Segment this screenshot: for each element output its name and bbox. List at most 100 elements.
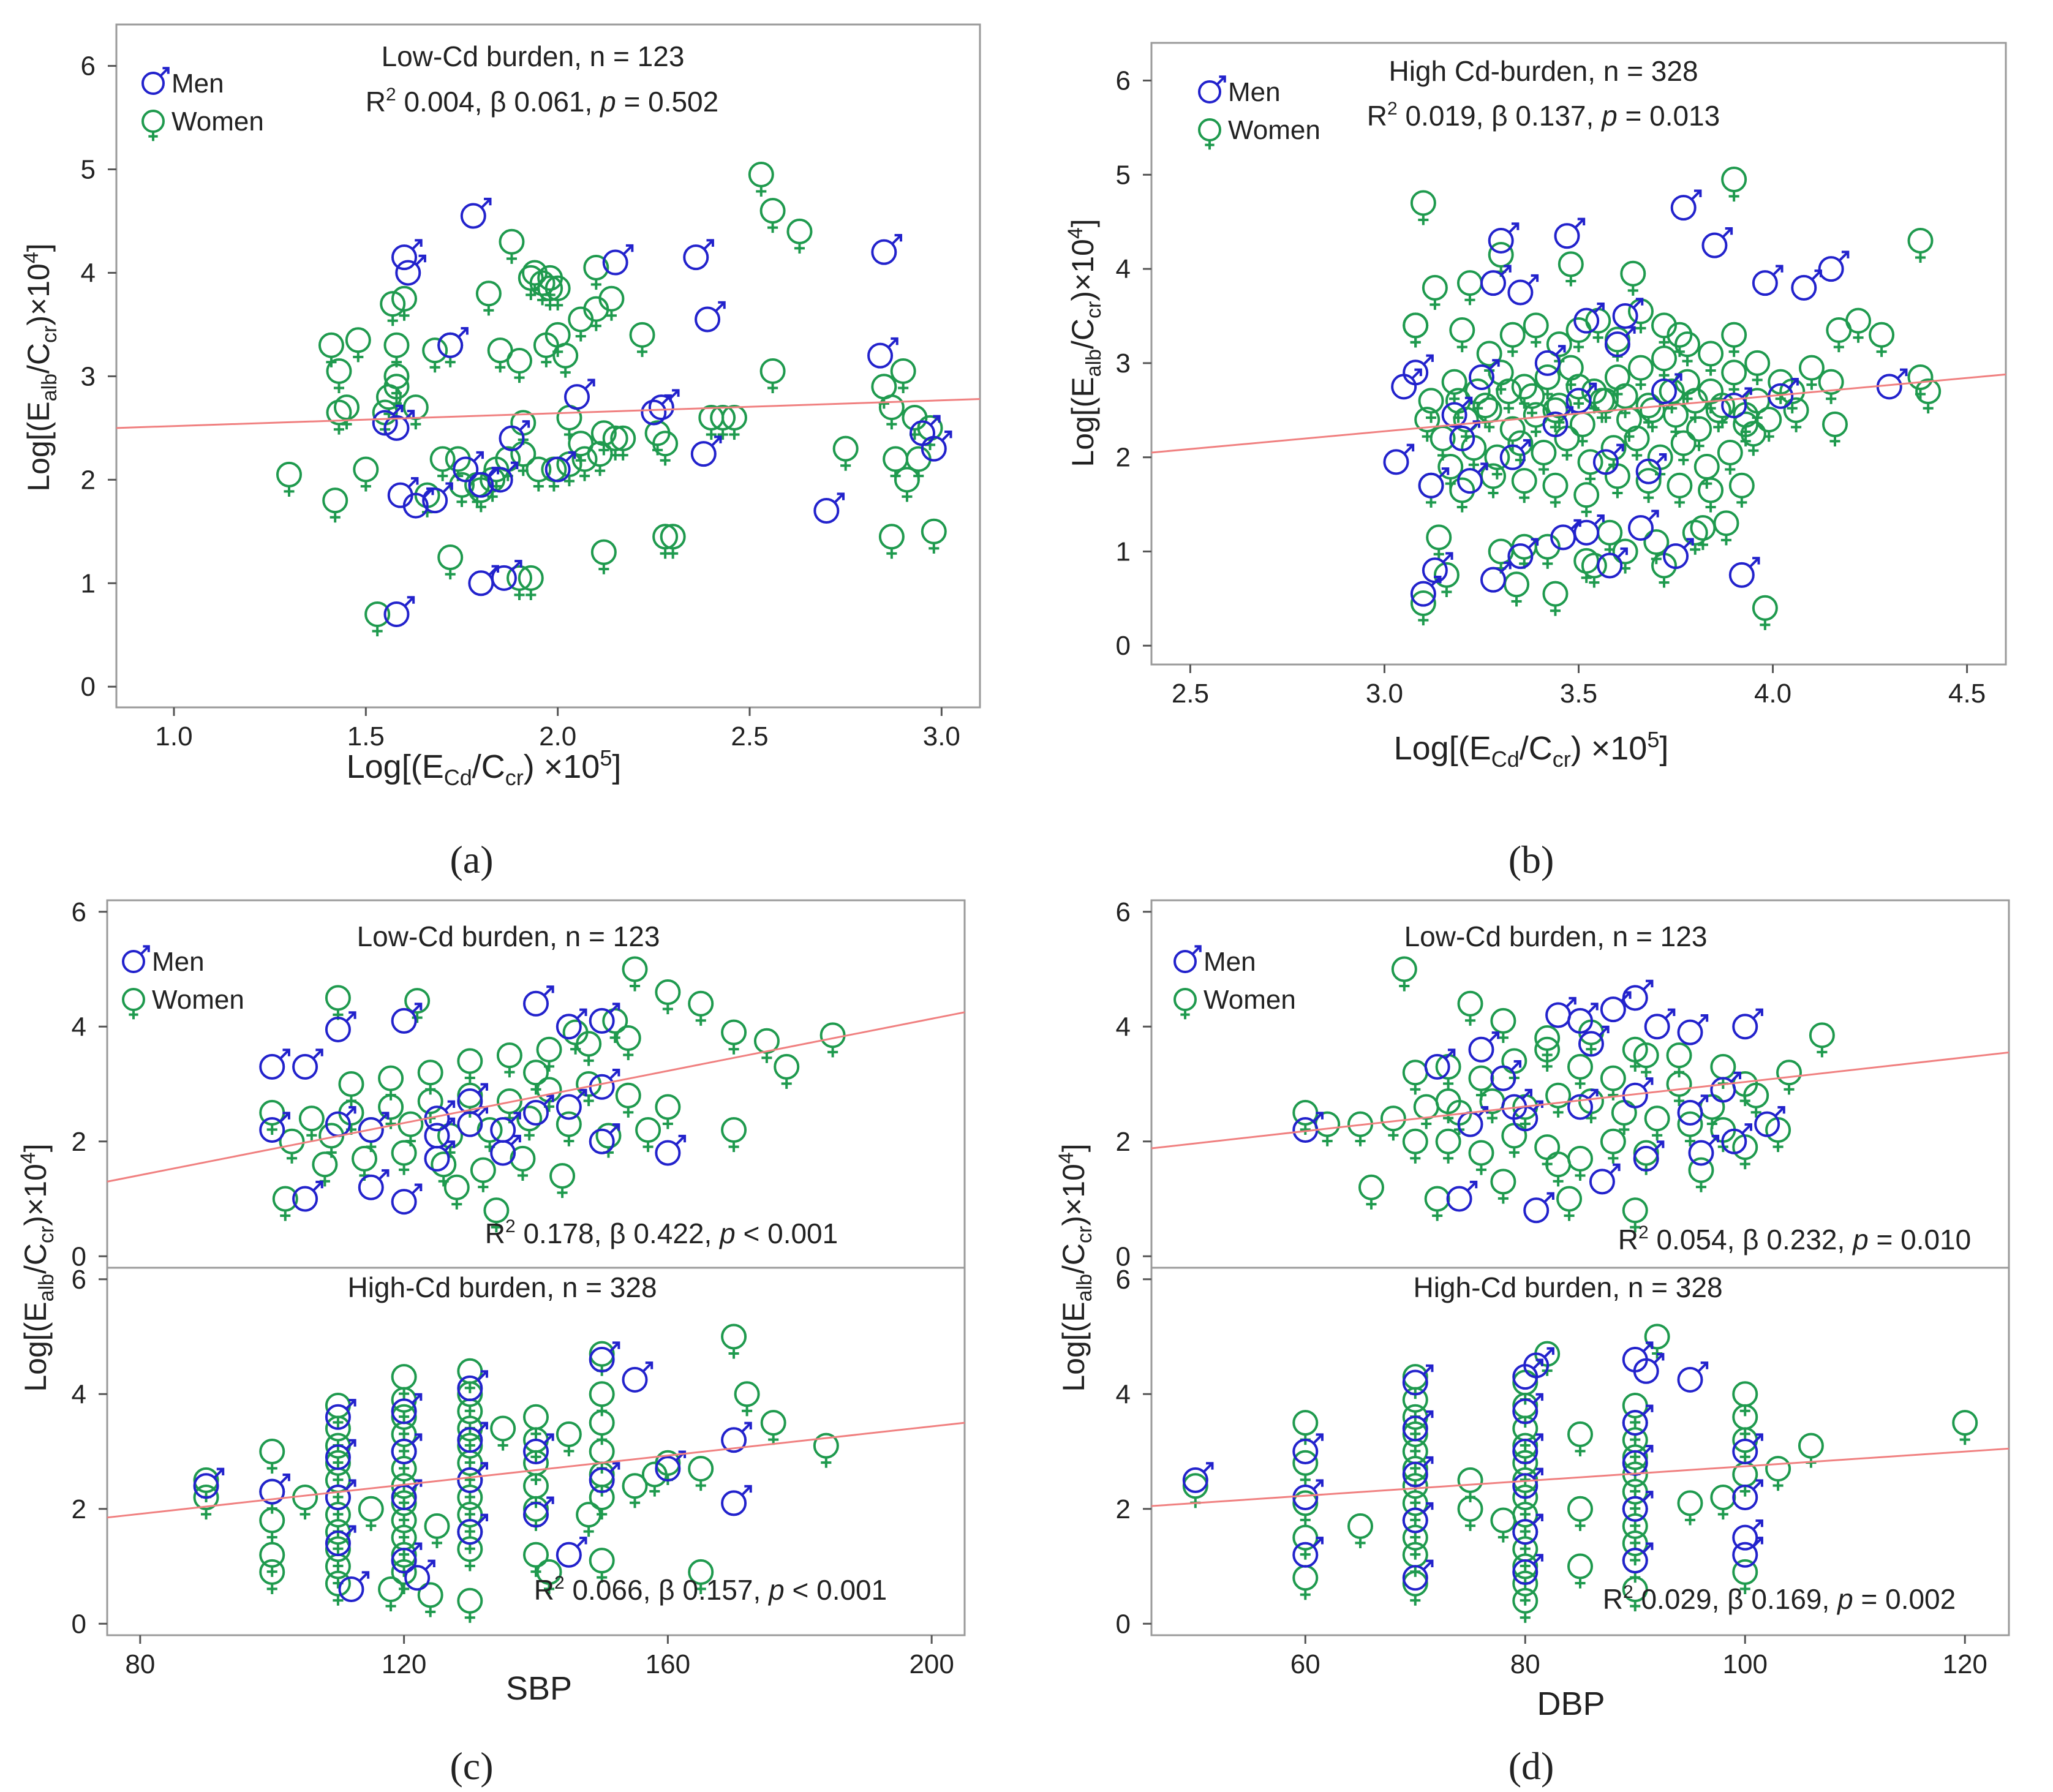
women-point: [1511, 468, 1537, 503]
women-point: [1721, 166, 1747, 202]
men-point: [391, 1479, 423, 1510]
women-point: [1490, 1169, 1516, 1204]
women-point: [378, 1094, 404, 1129]
men-point: [683, 239, 714, 271]
panel-label-b: (b): [1509, 838, 1554, 881]
women-point: [1783, 397, 1809, 432]
plot-frame: [115, 23, 981, 709]
men-point: [1688, 1134, 1720, 1166]
women-point: [1490, 1507, 1516, 1543]
women-point: [721, 404, 747, 440]
women-point: [259, 1507, 285, 1543]
men-point: [602, 244, 634, 276]
beta-value: 0.422: [633, 1218, 704, 1249]
r2-value: 0.019: [1405, 100, 1475, 132]
women-point: [391, 1387, 417, 1422]
y-tick-label: 2: [72, 1127, 86, 1157]
y-tick-label: 0: [1116, 631, 1131, 661]
y-tick-label: 3: [81, 361, 96, 391]
women-point: [507, 565, 532, 600]
men-point: [1480, 265, 1512, 296]
men-point: [457, 1462, 488, 1493]
points: [193, 1323, 839, 1623]
p-value: 0.010: [1900, 1224, 1971, 1256]
women-point: [1403, 312, 1429, 348]
stats-text: R2 0.178, β 0.422, p < 0.001: [485, 1216, 838, 1249]
p-operator: <: [785, 1574, 816, 1606]
men-point: [1402, 1410, 1434, 1442]
women-point: [748, 161, 774, 197]
women-point: [1534, 1036, 1561, 1072]
p-operator: =: [1618, 100, 1649, 132]
women-point: [507, 348, 532, 383]
women-point: [1622, 1576, 1648, 1612]
women-point: [122, 988, 145, 1020]
women-point: [590, 420, 617, 456]
men-point: [1721, 1123, 1752, 1154]
women-point: [536, 1036, 562, 1072]
women-point: [1173, 988, 1197, 1020]
women-point: [556, 1111, 582, 1146]
men-point: [1622, 1491, 1654, 1522]
women-point: [635, 1117, 661, 1153]
women-point: [1907, 227, 1934, 263]
women-point: [424, 1513, 450, 1548]
women-point: [832, 435, 859, 471]
men-point: [193, 1467, 225, 1499]
women-point: [710, 404, 736, 440]
men-point: [1402, 1456, 1434, 1488]
plot-a: 0 1 2 3 4 5 6 1.0 1.5 2.0 2.5 3.0 Low-Cd burden, n =…: [81, 23, 981, 751]
women-point: [590, 539, 617, 574]
women-point: [1433, 562, 1460, 598]
men-point: [457, 1370, 488, 1401]
women-point: [272, 1186, 298, 1221]
women-point: [571, 446, 598, 481]
men-point: [499, 420, 530, 451]
men-point: [867, 337, 898, 369]
women-point: [391, 1404, 417, 1439]
men-point: [1622, 1445, 1654, 1476]
women-point: [760, 1410, 786, 1445]
women-point: [1512, 1570, 1539, 1606]
women-point: [1531, 439, 1557, 475]
men-point: [721, 1485, 752, 1516]
x-tick-label: 100: [1723, 1649, 1768, 1679]
y-tick-label: 4: [72, 1379, 86, 1409]
men-point: [1565, 382, 1597, 414]
x-tick-label: 1.0: [155, 721, 192, 751]
women-point: [1622, 1513, 1648, 1548]
points: [1292, 956, 1835, 1233]
women-point: [1728, 472, 1755, 508]
women-point: [622, 956, 648, 992]
men-point: [391, 239, 423, 271]
plot-d-high: 0 2 4 6 60 80 100 120 High-Cd burden, n = 328 R2 …: [1116, 1265, 2010, 1679]
x-tick-label: 2.0: [539, 721, 576, 751]
women-point: [457, 1485, 483, 1520]
legend-men-label: Men: [1228, 77, 1281, 107]
women-point: [1667, 322, 1693, 357]
y-tick-label: 1: [81, 568, 96, 598]
x-tick-label: 200: [909, 1649, 954, 1679]
women-point: [1743, 1082, 1769, 1118]
men-point: [1677, 1361, 1709, 1393]
regression-line: [107, 1011, 965, 1183]
points: [1182, 1323, 1978, 1623]
men-point: [1512, 1513, 1543, 1545]
women-point: [1558, 251, 1584, 287]
men-point: [1710, 1071, 1742, 1103]
r2-value: 0.178: [523, 1218, 593, 1249]
men-point: [1573, 302, 1605, 334]
stats-text: R2 0.066, β 0.157, p < 0.001: [534, 1573, 887, 1606]
regression-line: [116, 398, 981, 429]
women-point: [1622, 1197, 1648, 1233]
y-axis-label: Log[(Ealb/Ccr)×104]: [17, 1143, 58, 1391]
women-point: [1418, 388, 1444, 423]
women-point: [1449, 477, 1475, 513]
women-point: [537, 265, 563, 301]
women-point: [721, 1323, 747, 1359]
women-point: [1666, 1071, 1692, 1107]
plot-title: High-Cd burden, n = 328: [1413, 1271, 1722, 1303]
women-point: [652, 431, 679, 466]
y-tick-label: 0: [72, 1241, 86, 1271]
men-point: [1523, 1192, 1554, 1224]
